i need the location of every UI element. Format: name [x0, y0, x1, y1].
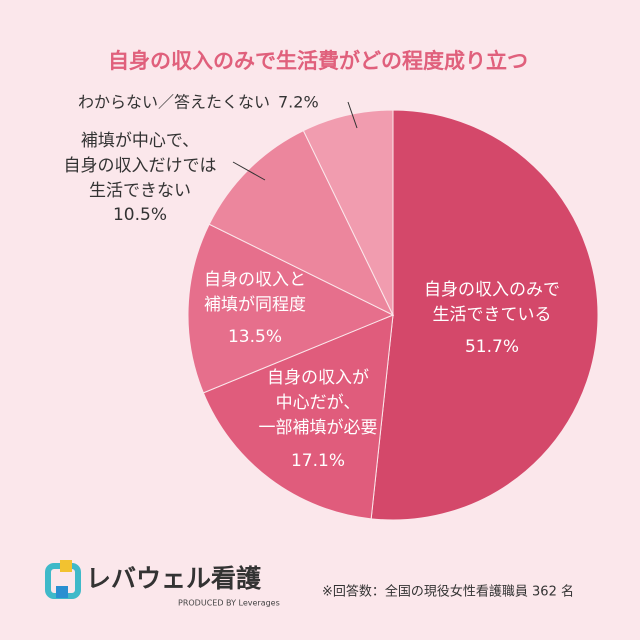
slice-label: 自身の収入のみで生活できている [424, 280, 560, 325]
value-label: 7.2% [278, 93, 319, 112]
slice-label: わからない／答えたくない [78, 93, 270, 112]
leader-line [232, 161, 266, 181]
chart-title: 自身の収入のみで生活費がどの程度成り立つ [108, 49, 528, 73]
pie-slice [370, 109, 599, 521]
pie-slice [208, 129, 395, 317]
slice-label: 補填が中心で、自身の収入だけでは生活できない [64, 131, 217, 201]
footnote: ※回答数：全国の現役女性看護職員 362 名 [322, 584, 574, 600]
value-label: 51.7% [465, 337, 519, 357]
produced-by: PRODUCED BY Leverages [178, 599, 280, 608]
pie-slice [302, 109, 394, 316]
pie-slice [202, 314, 394, 520]
value-label: 10.5% [113, 205, 167, 225]
slice-label: 自身の収入が中心だが、一部補填が必要 [259, 368, 378, 438]
leader-line [347, 101, 358, 129]
logo-text: レバウェル看護 [86, 564, 262, 593]
value-label: 17.1% [291, 451, 345, 471]
logo-icon [45, 560, 81, 599]
pie-slice [187, 223, 395, 394]
slice-label: 自身の収入と補填が同程度 [204, 270, 306, 315]
value-label: 13.5% [228, 327, 282, 347]
